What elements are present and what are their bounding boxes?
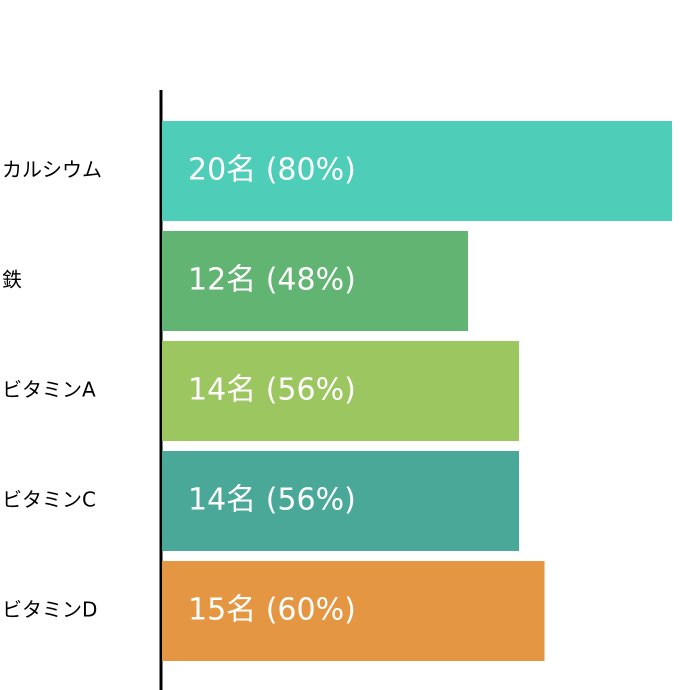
value-label: 14名 (56%)	[188, 373, 356, 408]
bar	[162, 121, 672, 221]
bar	[162, 341, 519, 441]
category-label: 鉄	[2, 268, 22, 292]
category-label: ビタミンD	[2, 598, 97, 622]
value-label: 15名 (60%)	[188, 593, 356, 628]
value-label: 14名 (56%)	[188, 483, 356, 518]
category-label: カルシウム	[2, 158, 102, 182]
category-label: ビタミンC	[2, 488, 96, 512]
value-label: 12名 (48%)	[188, 263, 356, 298]
bar	[162, 231, 468, 331]
value-label: 20名 (80%)	[188, 153, 356, 188]
category-label: ビタミンA	[2, 378, 96, 402]
bar	[162, 561, 545, 661]
bar	[162, 451, 519, 551]
